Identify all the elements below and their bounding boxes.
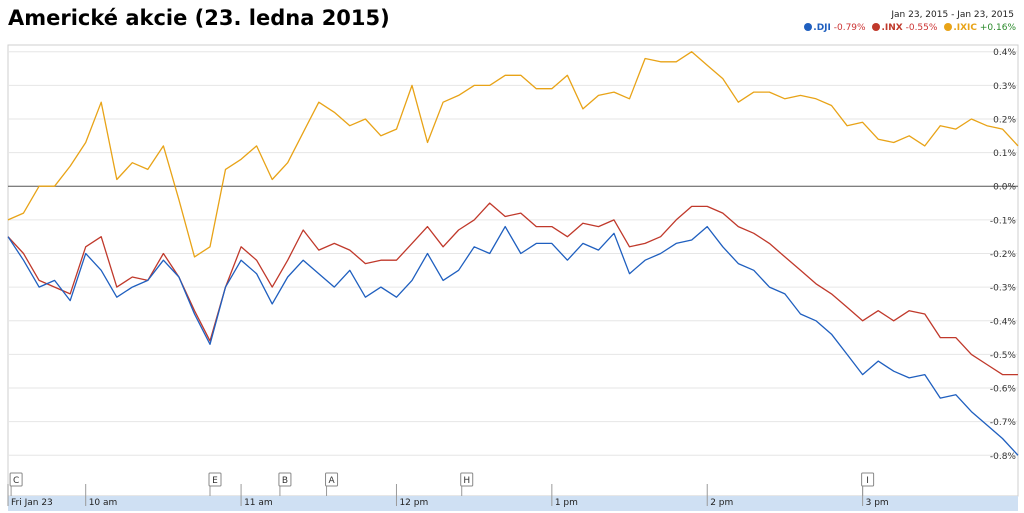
annotation-label: H: [463, 476, 470, 486]
legend-symbol: .IXIC: [953, 23, 977, 33]
annotation-label: I: [866, 476, 869, 486]
y-tick-label: -0.8%: [990, 452, 1017, 462]
annotation-label: C: [13, 476, 19, 486]
annotation-flag: [325, 472, 339, 487]
legend-change: -0.55%: [905, 23, 938, 33]
annotation-flag: [460, 472, 474, 487]
annotation-flag: [9, 472, 23, 487]
y-tick-label: -0.4%: [990, 317, 1017, 327]
legend-symbol: .INX: [881, 23, 903, 33]
legend-item-dji[interactable]: .DJI -0.79%: [804, 23, 868, 33]
series-line-dji: [7, 225, 1019, 456]
legend-change: -0.79%: [833, 23, 866, 33]
legend-symbol: .DJI: [813, 23, 831, 33]
annotation-flag: [861, 472, 875, 487]
y-tick-label: -0.1%: [990, 216, 1017, 226]
annotation-label: E: [212, 476, 218, 486]
annotation-flag: [208, 472, 222, 487]
series-line-inx: [7, 202, 1018, 376]
legend-item-ixic[interactable]: .IXIC +0.16%: [944, 23, 1016, 33]
x-tick-label: 10 am: [89, 498, 118, 508]
x-tick-label: 11 am: [244, 498, 273, 508]
legend-change: +0.16%: [979, 23, 1016, 33]
y-tick-label: -0.6%: [990, 385, 1017, 395]
legend-dot-icon: [944, 23, 953, 31]
x-axis-band: [8, 496, 1018, 511]
y-tick-label: 0.4%: [993, 48, 1016, 58]
legend-item-inx[interactable]: .INX -0.55%: [872, 23, 940, 33]
legend: .DJI -0.79% .INX -0.55% .IXIC +0.16%: [800, 23, 1016, 33]
chart-title: Americké akcie (23. ledna 2015): [8, 6, 390, 30]
plot-frame: [7, 44, 1019, 497]
x-tick-label: 12 pm: [399, 498, 428, 508]
date-range: Jan 23, 2015 - Jan 23, 2015: [891, 10, 1014, 20]
y-tick-label: -0.2%: [990, 250, 1017, 260]
annotation-label: B: [282, 476, 288, 486]
legend-dot-icon: [872, 23, 881, 31]
y-tick-label: 0.2%: [993, 115, 1016, 125]
x-tick-label: 3 pm: [866, 498, 889, 508]
x-tick-label: 2 pm: [710, 498, 733, 508]
annotation-flag: [278, 472, 292, 487]
y-tick-label: -0.5%: [990, 351, 1017, 361]
y-tick-label: 0.3%: [993, 82, 1016, 92]
x-tick-label: Fri Jan 23: [11, 498, 53, 508]
y-tick-label: 0.1%: [993, 149, 1016, 159]
legend-dot-icon: [804, 23, 813, 31]
annotation-label: A: [328, 476, 335, 486]
x-tick-label: 1 pm: [555, 498, 578, 508]
series-line-ixic: [7, 51, 1019, 258]
y-tick-label: 0.0%: [993, 183, 1016, 193]
y-tick-label: -0.7%: [990, 418, 1017, 428]
y-tick-label: -0.3%: [990, 284, 1017, 294]
